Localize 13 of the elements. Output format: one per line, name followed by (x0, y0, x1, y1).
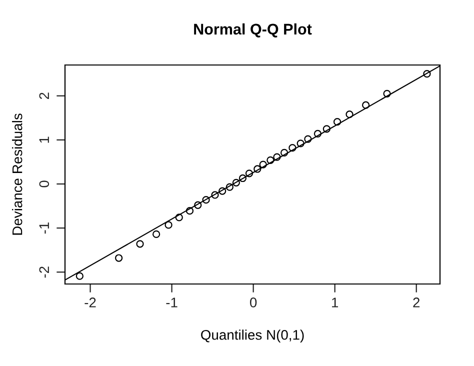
y-tick-label: -2 (39, 266, 49, 278)
chart-title: Normal Q-Q Plot (194, 23, 312, 38)
x-tick-label: -1 (166, 298, 178, 308)
y-axis-title: Deviance Residuals (12, 114, 22, 235)
x-tick-label: 1 (332, 298, 338, 308)
y-tick-label: 1 (39, 136, 49, 143)
x-tick-label: -2 (84, 298, 96, 308)
y-tick-label: -1 (39, 222, 49, 234)
y-tick-label: 0 (39, 180, 50, 188)
x-tick-label: 2 (413, 298, 420, 308)
x-axis-title: Quantilies N(0,1) (201, 330, 304, 343)
x-tick-label: 0 (250, 298, 257, 308)
y-tick-label: 2 (39, 92, 49, 100)
